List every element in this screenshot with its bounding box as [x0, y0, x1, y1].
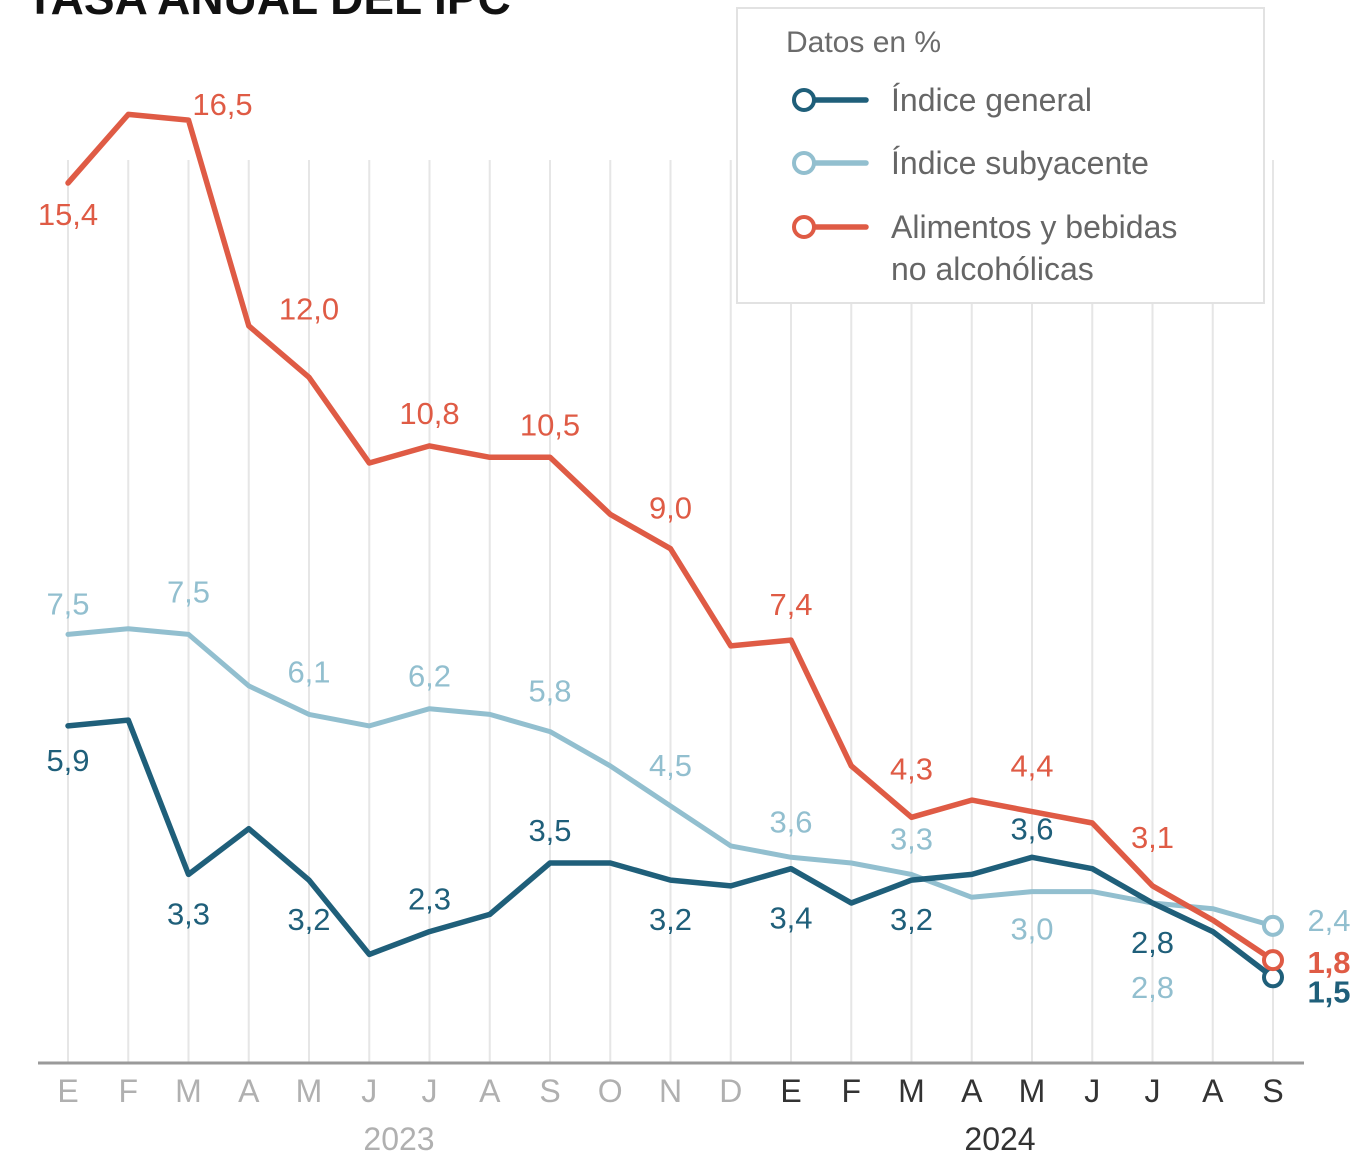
- data-label-general: 3,4: [769, 901, 812, 936]
- data-label-alimentos: 7,4: [769, 587, 812, 622]
- data-label-alimentos: 16,5: [192, 87, 252, 122]
- data-label-subyacente: 7,5: [46, 586, 89, 621]
- data-label-subyacente: 2,4: [1307, 903, 1350, 938]
- legend-label: Índice subyacente: [891, 145, 1149, 181]
- x-tick-label: E: [780, 1073, 801, 1109]
- legend-label: Alimentos y bebidas: [891, 209, 1177, 245]
- data-label-alimentos: 10,8: [399, 396, 459, 431]
- data-label-general: 3,3: [167, 896, 210, 931]
- data-label-alimentos: 1,8: [1307, 945, 1350, 980]
- data-label-subyacente: 3,0: [1010, 912, 1053, 947]
- x-tick-label: J: [361, 1073, 377, 1109]
- x-tick-label: M: [296, 1073, 323, 1109]
- x-tick-label: D: [719, 1073, 742, 1109]
- x-tick-label: A: [1202, 1073, 1224, 1109]
- x-tick-label: A: [961, 1073, 983, 1109]
- data-label-general: 3,6: [1010, 811, 1053, 846]
- x-tick-label: M: [1019, 1073, 1046, 1109]
- data-label-subyacente: 2,8: [1131, 970, 1174, 1005]
- x-tick-label: F: [118, 1073, 138, 1109]
- x-tick-label: J: [1084, 1073, 1100, 1109]
- x-tick-label: M: [175, 1073, 202, 1109]
- series-end-marker-alimentos: [1262, 949, 1284, 972]
- chart-title: TASA ANUAL DEL IPC: [26, 0, 511, 24]
- x-tick-label: S: [1262, 1073, 1283, 1109]
- data-label-general: 3,2: [649, 902, 692, 937]
- data-label-alimentos: 10,5: [520, 407, 580, 442]
- data-label-alimentos: 4,3: [890, 751, 933, 786]
- legend-items: Índice general Índice subyacente Alimentos…: [792, 82, 1177, 287]
- series-line-subyacente: [65, 626, 1276, 929]
- legend-title: Datos en %: [786, 26, 941, 59]
- legend-box: [736, 7, 1265, 304]
- data-label-alimentos: 4,4: [1010, 749, 1053, 784]
- data-label-subyacente: 5,8: [528, 674, 571, 709]
- x-tick-label: F: [841, 1073, 861, 1109]
- data-label-subyacente: 3,6: [769, 804, 812, 839]
- data-label-general: 3,2: [890, 902, 933, 937]
- data-label-alimentos: 12,0: [279, 291, 339, 326]
- year-label: 2024: [964, 1121, 1035, 1156]
- legend-swatch-marker: [792, 151, 816, 175]
- series-end-marker-subyacente: [1262, 914, 1284, 937]
- legend-swatch-marker: [792, 215, 816, 239]
- legend: Datos en % Índice general Índice subyacen…: [736, 7, 1265, 304]
- series-lines: [65, 111, 1284, 989]
- vertical-grid: [67, 160, 1274, 1063]
- data-label-general: 5,9: [46, 743, 89, 778]
- x-tick-label: O: [598, 1073, 623, 1109]
- data-label-general: 2,3: [408, 882, 451, 917]
- data-label-subyacente: 3,3: [890, 821, 933, 856]
- legend-label: no alcohólicas: [891, 251, 1094, 287]
- data-label-subyacente: 6,1: [287, 654, 330, 689]
- x-tick-label: E: [57, 1073, 78, 1109]
- data-labels: 5,9 3,3 3,2 2,3 3,5 3,2 3,4 3,2 3,6 2,8 1,5 7,5 7,5 6…: [38, 87, 1351, 1009]
- legend-label: Índice general: [891, 82, 1092, 118]
- series-line-alimentos: [65, 111, 1276, 963]
- x-tick-label: N: [659, 1073, 682, 1109]
- data-label-general: 1,5: [1307, 974, 1350, 1009]
- data-label-alimentos: 3,1: [1131, 820, 1174, 855]
- data-label-general: 2,8: [1131, 925, 1174, 960]
- x-tick-label: M: [898, 1073, 925, 1109]
- x-tick-label: S: [539, 1073, 560, 1109]
- year-label: 2023: [363, 1121, 434, 1156]
- data-label-general: 3,5: [528, 813, 571, 848]
- series-line-general: [65, 717, 1276, 981]
- data-label-subyacente: 7,5: [167, 574, 210, 609]
- x-tick-label: A: [238, 1073, 260, 1109]
- data-label-alimentos: 9,0: [649, 491, 692, 526]
- data-label-general: 3,2: [287, 902, 330, 937]
- data-label-subyacente: 4,5: [649, 748, 692, 783]
- x-tick-label: A: [479, 1073, 501, 1109]
- legend-swatch-marker: [792, 88, 816, 112]
- data-label-subyacente: 6,2: [408, 659, 451, 694]
- data-label-alimentos: 15,4: [38, 197, 98, 232]
- x-tick-label: J: [422, 1073, 438, 1109]
- x-tick-label: J: [1145, 1073, 1161, 1109]
- x-axis-years: 2023 2024: [363, 1121, 1035, 1156]
